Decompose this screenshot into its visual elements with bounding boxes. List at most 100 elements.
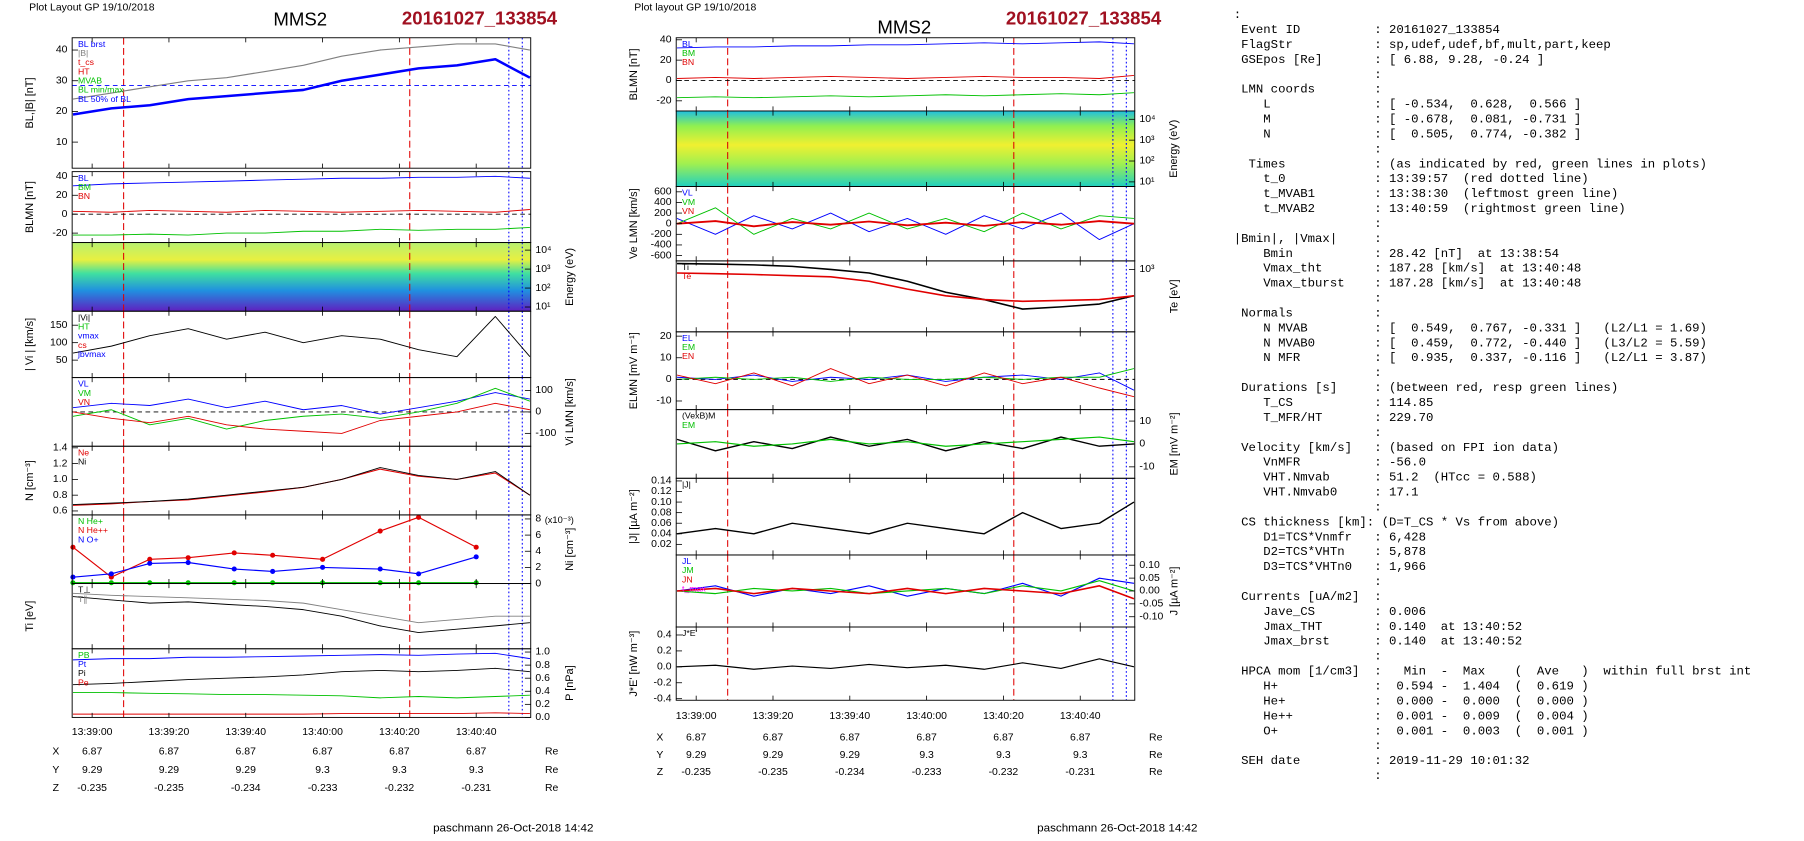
x-tick-label: 13:39:20 — [753, 711, 794, 722]
series-line — [72, 596, 530, 633]
ephemeris-label: Y — [656, 750, 663, 761]
y-tick-label: 0.6 — [535, 673, 550, 684]
x-tick-label: 13:40:00 — [906, 711, 947, 722]
info-line: T_CS : 114.85 — [1234, 396, 1434, 410]
series-line — [676, 368, 1135, 398]
ephemeris-value: 6.87 — [840, 733, 861, 744]
series-line — [677, 41, 1134, 49]
y-tick-label: 0.05 — [1139, 573, 1160, 584]
legend-entry: EL — [682, 333, 693, 343]
ephemeris-label: Y — [52, 765, 59, 776]
ephemeris-unit: Re — [1149, 767, 1163, 778]
ephemeris-value: 6.87 — [763, 733, 784, 744]
data-point — [147, 556, 153, 562]
ephemeris-value: 6.87 — [389, 747, 410, 758]
legend-entry: jbvmax — [77, 349, 106, 359]
legend-entry: BL — [78, 173, 89, 183]
y-tick-label: 0.0 — [657, 662, 672, 673]
legend-entry: BN — [682, 57, 694, 67]
info-line: : — [1234, 292, 1382, 306]
series-line — [676, 577, 1135, 597]
legend-entry: t_cs — [78, 57, 95, 67]
ephemeris-unit: Re — [1149, 750, 1163, 761]
info-line: Vmax_tht : 187.28 [km/s] at 13:40:48 — [1234, 262, 1582, 276]
info-line: Velocity [km/s] : (based on FPI ion data… — [1234, 441, 1559, 455]
x-tick-label: 13:39:00 — [676, 711, 717, 722]
axis-note: (x10⁻³) — [545, 515, 574, 525]
y-axis-label: N [cm⁻³] — [24, 460, 36, 501]
info-line: Times : (as indicated by red, green line… — [1234, 157, 1707, 171]
y-tick-label: 20 — [56, 190, 68, 201]
ephemeris-value: 9.3 — [919, 750, 934, 761]
data-point — [185, 555, 191, 561]
y-tick-label: 0 — [666, 218, 672, 229]
info-line: D3=TCS*VHTn0 : 1,966 — [1234, 560, 1426, 574]
y-tick-label: 10⁴ — [535, 245, 551, 256]
data-point — [377, 528, 383, 534]
y-tick-label: 1.2 — [53, 458, 68, 469]
footer: paschmann 26-Oct-2018 14:42 — [433, 823, 593, 835]
y-axis-label: | Vi | [km/s] — [24, 318, 36, 371]
y-tick-label: 10¹ — [535, 302, 551, 313]
info-line: H+ : 0.594 - 1.404 ( 0.619 ) — [1234, 680, 1589, 694]
legend-entry: |Vi| — [78, 312, 90, 322]
legend-entry: cs — [78, 340, 87, 350]
info-line: GSEpos [Re] : [ 6.88, 9.28, -0.24 ] — [1234, 53, 1545, 67]
info-line: He++ : 0.001 - 0.009 ( 0.004 ) — [1234, 709, 1589, 723]
spacecraft-name: MMS2 — [877, 17, 931, 38]
legend-entry: VL — [682, 188, 693, 198]
y-tick-label: 10² — [1139, 156, 1155, 167]
info-line: : — [1234, 739, 1382, 753]
ephemeris-value: 6.87 — [1070, 733, 1091, 744]
y-tick-label: 0 — [1139, 439, 1145, 450]
series-line — [676, 220, 1135, 228]
info-line: : — [1234, 142, 1382, 156]
series-line — [677, 92, 1134, 99]
info-line: : — [1234, 501, 1382, 515]
ephemeris-value: 9.3 — [469, 765, 484, 776]
y-tick-label: 40 — [660, 35, 672, 46]
info-line: Event ID : 20161027_133854 — [1234, 23, 1500, 37]
series-line — [677, 74, 1135, 79]
y-axis-label: Ti [eV] — [24, 601, 36, 632]
x-tick-label: 13:40:20 — [379, 727, 420, 738]
info-line: L : [ -0.534, 0.628, 0.566 ] — [1234, 98, 1582, 112]
legend-entry: N He+ — [78, 516, 103, 526]
y-tick-label: 40 — [56, 45, 68, 56]
ephemeris-label: X — [52, 747, 59, 758]
event-id: 20161027_133854 — [1006, 7, 1162, 28]
y-tick-label: 30 — [56, 76, 68, 87]
series-line — [72, 43, 531, 100]
ephemeris-value: -0.232 — [989, 767, 1019, 778]
ephemeris-label: Z — [53, 783, 60, 794]
ephemeris-value: -0.231 — [461, 783, 491, 794]
series-line — [676, 658, 1135, 670]
y-tick-label: 0 — [666, 374, 672, 385]
info-line: He+ : 0.000 - 0.000 ( 0.000 ) — [1234, 695, 1589, 709]
y-tick-label: 600 — [654, 187, 672, 198]
y-tick-label: 10 — [1139, 416, 1151, 427]
y-tick-label: 20 — [660, 55, 672, 66]
ephemeris-value: -0.235 — [758, 767, 788, 778]
data-point — [147, 580, 153, 586]
y-tick-label: 0 — [62, 209, 68, 220]
y-tick-label: 10³ — [535, 264, 551, 275]
info-line: T_MFR/HT : 229.70 — [1234, 411, 1434, 425]
legend-entry: JM — [682, 565, 694, 575]
y-axis-label: Energy (eV) — [1168, 120, 1180, 178]
y-tick-label: -100 — [535, 428, 556, 439]
legend-entry: BL min/max — [78, 85, 124, 95]
y-tick-label: 6 — [535, 530, 541, 541]
series-line — [72, 556, 477, 578]
ephemeris-value: 6.87 — [312, 747, 333, 758]
ephemeris-unit: Re — [545, 783, 559, 794]
ephemeris-value: -0.235 — [154, 783, 184, 794]
legend-entry: N He++ — [78, 525, 108, 535]
y-tick-label: 0.2 — [657, 646, 672, 657]
info-line: : — [1234, 769, 1382, 783]
ephemeris-value: 9.29 — [763, 750, 784, 761]
ephemeris-value: 9.3 — [1073, 750, 1088, 761]
data-point — [270, 580, 276, 586]
series-line — [72, 175, 530, 187]
y-tick-label: 10 — [56, 137, 68, 148]
